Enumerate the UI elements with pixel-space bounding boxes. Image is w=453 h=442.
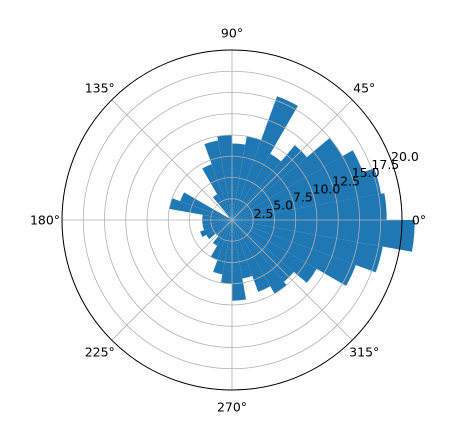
bar-32 [232, 220, 317, 283]
bar-1 [232, 168, 381, 220]
bar-24 [210, 220, 232, 260]
r-tick-label: 12.5 [332, 173, 360, 188]
theta-tick-label: 90° [221, 26, 243, 41]
theta-tick-label: 0° [412, 213, 426, 228]
theta-tick-label: 180° [30, 213, 60, 228]
theta-tick-label: 225° [85, 345, 115, 360]
bar-21 [206, 220, 232, 240]
bar-11 [202, 164, 232, 220]
bar-0 [232, 193, 387, 220]
bar-5 [232, 153, 282, 220]
bar-16 [169, 198, 232, 220]
bar-35 [232, 220, 415, 252]
r-tick-label: 15.0 [352, 165, 380, 180]
bar-29 [232, 220, 271, 292]
theta-tick-label: 135° [85, 80, 115, 95]
theta-tick-label: 315° [349, 345, 379, 360]
r-tick-label: 5.0 [273, 198, 293, 213]
bar-8 [232, 143, 246, 220]
bar-20 [200, 220, 232, 237]
r-tick-label: 17.5 [371, 157, 399, 172]
bar-25 [213, 220, 232, 275]
bar-3 [232, 138, 343, 220]
bar-2 [232, 150, 363, 220]
bar-30 [232, 220, 287, 294]
bar-28 [232, 220, 253, 279]
bar-33 [232, 220, 356, 286]
r-tick-label: 10.0 [313, 181, 341, 196]
bar-18 [202, 220, 232, 226]
angular-gridline-7 [231, 219, 353, 341]
angular-gridlines [62, 50, 402, 390]
theta-tick-label: 45° [353, 80, 375, 95]
r-tick-label: 2.5 [254, 206, 274, 221]
bar-19 [202, 220, 232, 231]
angle-tick-labels: 0° 45° 90° 135° 180° 225° 270° 315° [30, 26, 426, 415]
angular-gridline-5 [111, 219, 233, 341]
bar-26 [220, 220, 232, 284]
angular-gridline-1 [231, 99, 353, 221]
theta-tick-label: 270° [217, 400, 247, 415]
angular-gridline-3 [111, 99, 233, 221]
bar-15 [180, 192, 232, 220]
polar-frame [61, 49, 403, 391]
r-tick-label: 20.0 [391, 149, 419, 164]
r-tick-label: 7.5 [293, 190, 313, 205]
bar-23 [212, 220, 232, 246]
bar-6 [232, 96, 298, 220]
bar-27 [232, 220, 247, 301]
bar-7 [232, 136, 262, 220]
radius-tick-labels: 2.55.07.510.012.515.017.520.0 [254, 149, 419, 221]
bar-34 [232, 220, 383, 273]
bar-12 [212, 194, 232, 220]
bar-17 [202, 214, 232, 220]
